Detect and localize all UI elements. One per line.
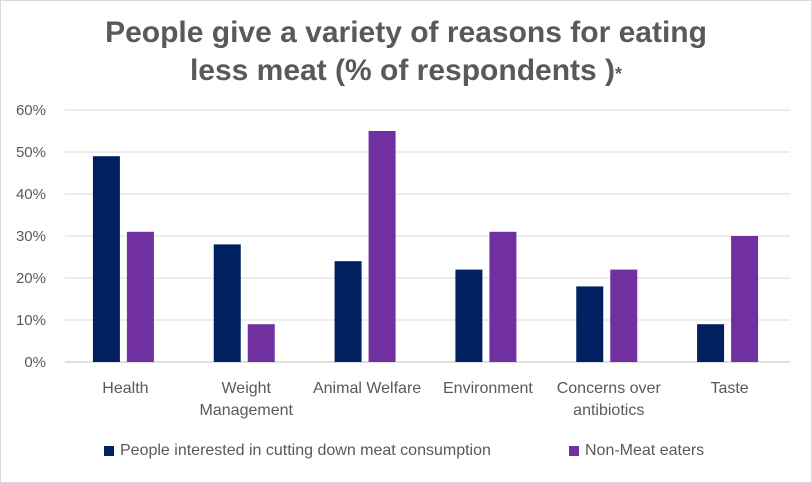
bar-non-meat-eaters (368, 131, 396, 362)
chart-title-asterisk: * (615, 64, 623, 84)
x-tick-label: Weight (221, 380, 271, 397)
bar-interested (213, 244, 241, 362)
x-tick-label: Environment (443, 380, 533, 397)
legend-label-series-1: People interested in cutting down meat c… (120, 442, 491, 459)
bar-interested (334, 261, 362, 362)
chart-title-line-2-text: less meat (% of respondents ) (189, 54, 616, 87)
legend-item-series-2: Non-Meat eaters (569, 442, 704, 460)
x-tick-label: Taste (710, 380, 748, 397)
chart-title: People give a variety of reasons for eat… (0, 14, 812, 93)
x-tick-label: Concerns over (557, 380, 662, 397)
bar-non-meat-eaters (731, 236, 759, 362)
bar-interested (455, 269, 483, 362)
bar-interested (576, 286, 604, 362)
legend-item-series-1: People interested in cutting down meat c… (104, 442, 491, 460)
bar-non-meat-eaters (489, 231, 517, 362)
x-tick-label: antibiotics (573, 402, 644, 419)
bar-non-meat-eaters (610, 269, 638, 362)
y-tick-label: 60% (16, 102, 46, 119)
y-tick-label: 0% (24, 354, 46, 371)
y-tick-label: 30% (16, 228, 46, 245)
bar-non-meat-eaters (247, 324, 275, 362)
chart-title-line-2: less meat (% of respondents )* (0, 52, 812, 93)
chart-title-line-1: People give a variety of reasons for eat… (105, 16, 707, 49)
bar-non-meat-eaters (126, 231, 154, 362)
y-tick-label: 20% (16, 270, 46, 287)
legend-swatch-series-2 (569, 446, 579, 456)
y-tick-label: 10% (16, 312, 46, 329)
y-tick-label: 40% (16, 186, 46, 203)
bar-interested (697, 324, 725, 362)
legend-swatch-series-1 (104, 446, 114, 456)
bar-interested (92, 156, 120, 362)
x-tick-label: Health (102, 380, 148, 397)
y-tick-label: 50% (16, 144, 46, 161)
x-tick-label: Management (200, 402, 294, 419)
legend-label-series-2: Non-Meat eaters (585, 442, 705, 459)
x-tick-label: Animal Welfare (313, 380, 421, 397)
